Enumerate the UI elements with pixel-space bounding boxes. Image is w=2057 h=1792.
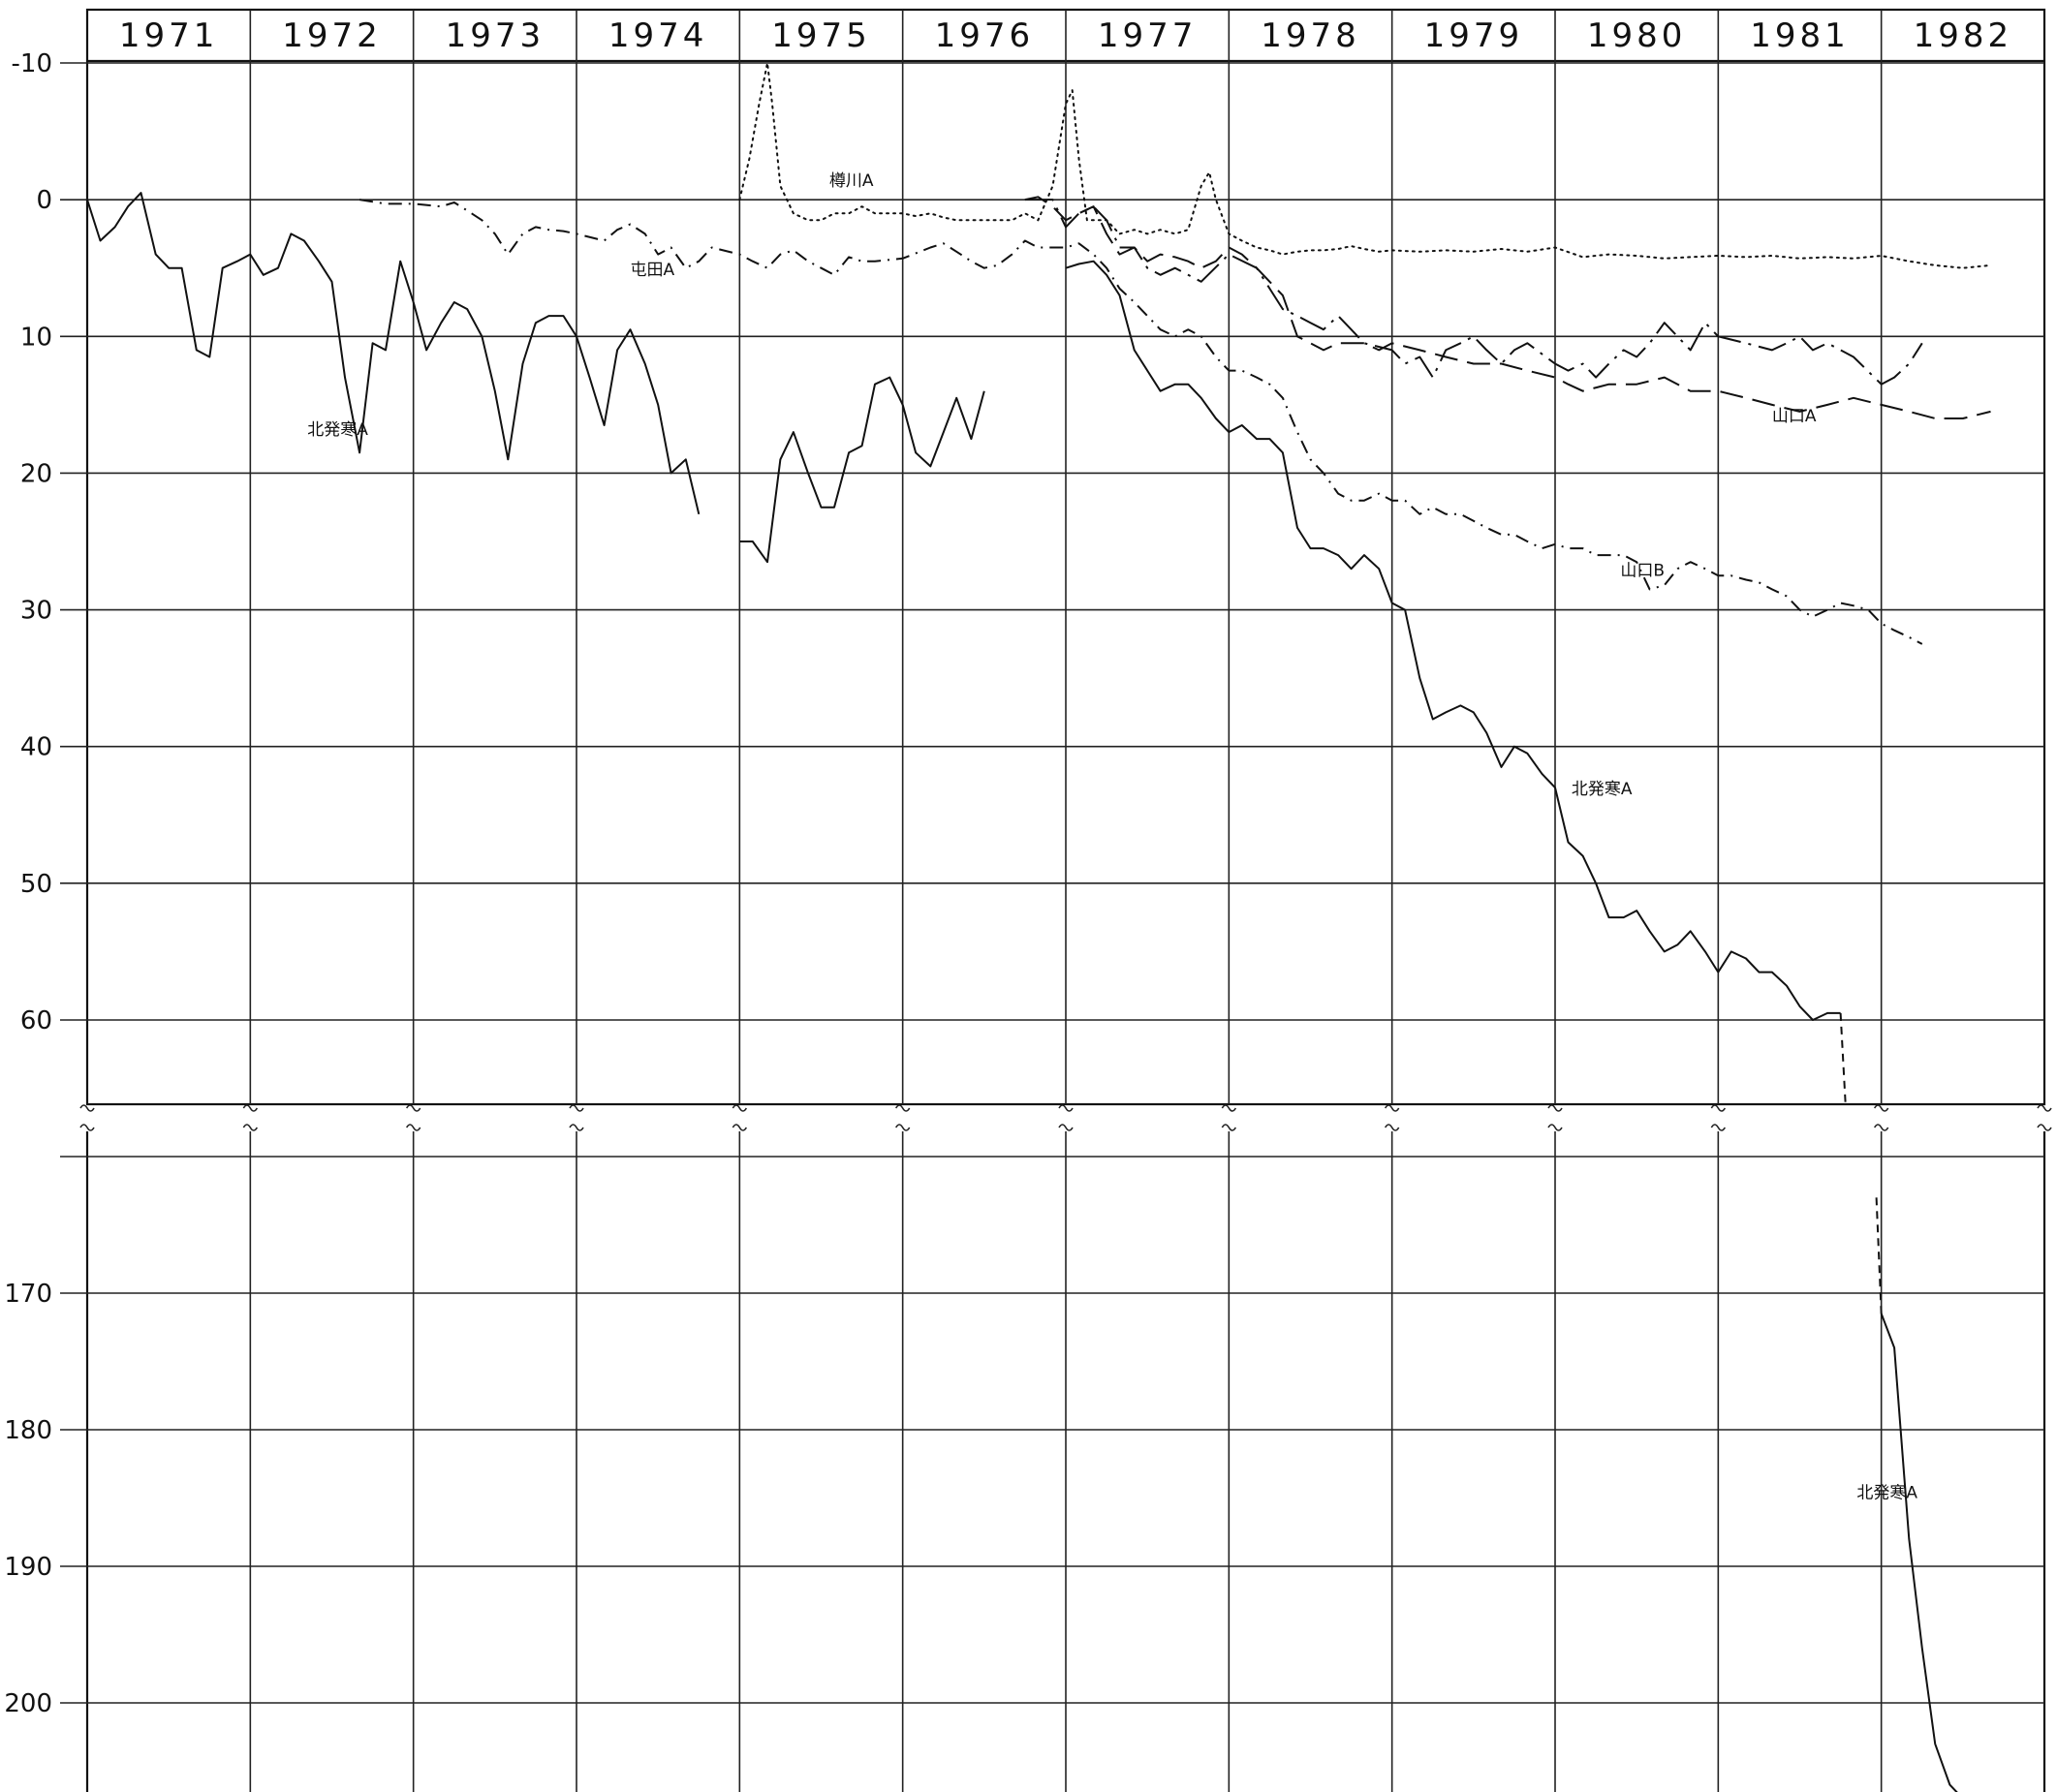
- axis-break-mark: [1221, 1124, 1237, 1131]
- series-label-0-1: 北発寒A: [1572, 780, 1633, 799]
- axis-break-mark: [1384, 1104, 1400, 1112]
- axis-break-mark: [2037, 1104, 2052, 1112]
- y-tick-label-lower: 200: [4, 1689, 52, 1718]
- y-tick-label-upper: 20: [20, 459, 52, 488]
- axis-break-mark: [1873, 1124, 1889, 1131]
- axis-break-mark: [1221, 1104, 1237, 1112]
- y-tick-label-lower: 190: [4, 1553, 52, 1582]
- grid-layer: [60, 8, 2052, 1792]
- series-label-4-0: 山口A: [1772, 407, 1817, 426]
- year-label-1981: 1981: [1750, 16, 1850, 55]
- axis-break-mark: [1547, 1124, 1563, 1131]
- y-tick-label-lower: 170: [4, 1280, 52, 1309]
- series-line-2-segment-0: [738, 62, 1992, 269]
- year-label-1974: 1974: [608, 16, 708, 55]
- axis-break-mark: [242, 1104, 259, 1112]
- year-label-1976: 1976: [935, 16, 1035, 55]
- year-label-1973: 1973: [446, 16, 545, 55]
- axis-break-mark: [2037, 1124, 2052, 1131]
- series-line-5-segment-0: [1024, 199, 1923, 386]
- series-line-0-segment-0: [86, 192, 701, 515]
- axis-break-mark: [1873, 1104, 1889, 1112]
- axis-break-mark: [405, 1124, 421, 1131]
- axis-break-mark: [894, 1124, 911, 1131]
- series-label-3-0: 屯田A: [631, 261, 675, 280]
- year-label-1978: 1978: [1261, 16, 1360, 55]
- axis-break-mark: [79, 1104, 95, 1112]
- axis-break-mark: [1058, 1124, 1074, 1131]
- y-tick-label-upper: 0: [36, 186, 52, 215]
- y-tick-label-upper: 60: [20, 1006, 52, 1035]
- series-line-0-segment-3: [1880, 1313, 1958, 1792]
- series-line-0-segment-2: [1065, 260, 1841, 1021]
- series-layer: [86, 62, 1992, 1792]
- axis-break-mark: [79, 1124, 95, 1131]
- axis-break-mark: [242, 1124, 259, 1131]
- y-tick-label-upper: 10: [20, 323, 52, 352]
- year-label-1971: 1971: [119, 16, 219, 55]
- series-line-3-segment-0: [358, 199, 1923, 645]
- axis-break-mark: [1058, 1104, 1074, 1112]
- series-line-4-segment-0: [1024, 196, 1991, 419]
- series-label-0-2: 北発寒A: [1856, 1484, 1917, 1503]
- text-layer: -10 0 10 20 30 40 50 60 170 180 190 200 1971 1972 1973…: [4, 16, 2013, 1718]
- axis-break-mark: [405, 1104, 421, 1112]
- year-label-1977: 1977: [1098, 16, 1198, 55]
- axis-break-mark: [1547, 1104, 1563, 1112]
- series-line-1-segment-1: [1875, 1197, 1883, 1314]
- y-tick-label-lower: 180: [4, 1416, 52, 1445]
- axis-break-mark: [732, 1104, 748, 1112]
- axis-break-mark: [1384, 1124, 1400, 1131]
- year-label-1979: 1979: [1424, 16, 1524, 55]
- y-tick-label-upper: 40: [20, 733, 52, 762]
- series-label-5-0: 山口B: [1620, 561, 1665, 580]
- year-label-1972: 1972: [282, 16, 382, 55]
- axis-break-mark: [1710, 1104, 1727, 1112]
- series-line-0-segment-1: [739, 376, 985, 564]
- y-tick-label-upper: 30: [20, 597, 52, 626]
- year-label-1975: 1975: [771, 16, 871, 55]
- series-label-2-0: 樽川A: [829, 171, 874, 191]
- y-tick-label-upper: 50: [20, 870, 52, 899]
- series-label-0-0: 北発寒A: [307, 420, 368, 440]
- axis-break-mark: [894, 1104, 911, 1112]
- series-line-1-segment-0: [1839, 1012, 1847, 1102]
- axis-break-mark: [569, 1104, 584, 1112]
- axis-break-mark: [569, 1124, 584, 1131]
- year-label-1980: 1980: [1587, 16, 1687, 55]
- axis-break-mark: [732, 1124, 748, 1131]
- y-tick-label-upper: -10: [12, 49, 52, 78]
- axis-break-mark: [1710, 1124, 1727, 1131]
- year-label-1982: 1982: [1914, 16, 2013, 55]
